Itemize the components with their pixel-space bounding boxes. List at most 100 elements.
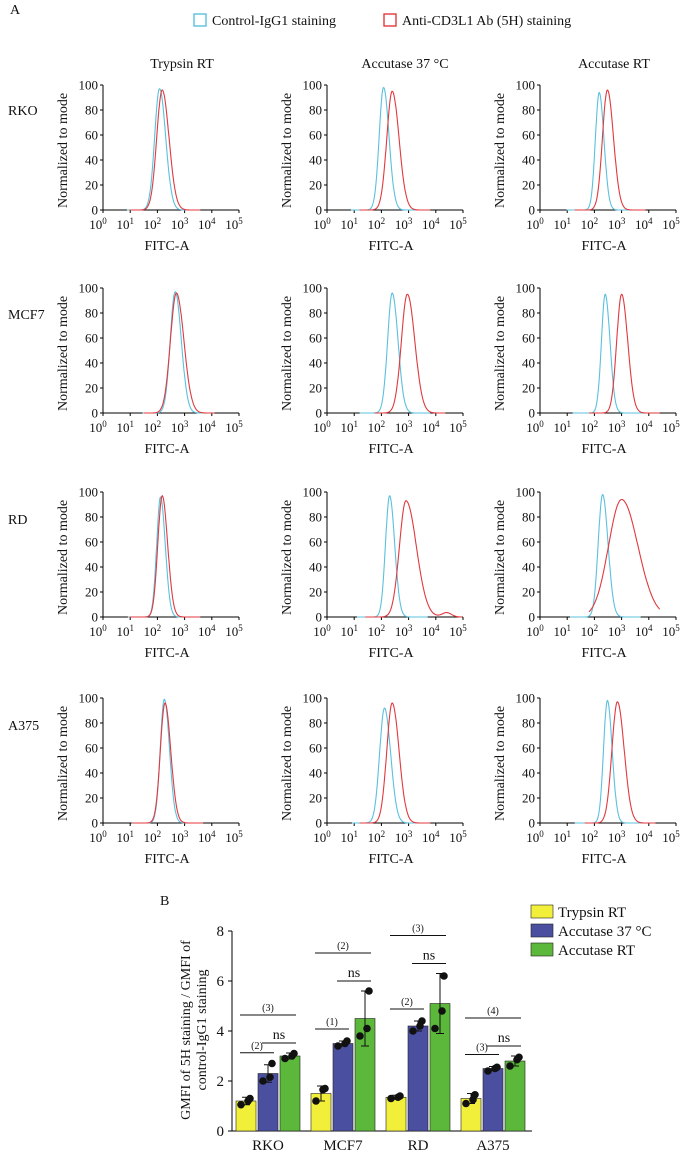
y-axis-label: Normalized to mode	[493, 706, 508, 821]
significance-label: (4)	[487, 1006, 499, 1017]
x-tick-label: 102	[368, 829, 386, 845]
anti-cd3l1-histogram	[584, 701, 656, 824]
histogram-a375-trypsin-rt: 0 20 40 60 80 100 100 101 102 103 104 105 FITC-A Norm…	[56, 691, 243, 868]
x-tick-label: 105	[225, 829, 243, 845]
y-axis-label: Normalized to mode	[56, 93, 71, 208]
anti-cd3l1-histogram	[129, 89, 201, 211]
significance-label: (3)	[412, 924, 424, 935]
y-tick-label: 40	[522, 766, 535, 781]
y-tick-label: 100	[516, 281, 536, 296]
x-tick-label: 103	[171, 419, 189, 435]
y-axis-label: Normalized to mode	[493, 296, 508, 411]
significance-label: ns	[498, 1031, 510, 1046]
bar-accutase-rt	[504, 1060, 526, 1132]
y-tick-label: 40	[309, 153, 322, 168]
x-axis-label: FITC-A	[144, 239, 190, 254]
anti-cd3l1-histogram	[129, 495, 201, 618]
y-tick-label: 80	[309, 306, 322, 321]
x-tick-label: 101	[553, 623, 571, 639]
y-tick-label: 20	[309, 381, 322, 396]
anti-cd3l1-histogram	[365, 500, 463, 618]
y-tick-label: 60	[522, 741, 535, 756]
x-tick-label: 101	[116, 829, 134, 845]
y-tick-label: 20	[309, 178, 322, 193]
anti-cd3l1-histogram	[589, 293, 660, 414]
x-tick-label: 101	[340, 623, 358, 639]
y-tick-label: 100	[303, 78, 323, 93]
data-point	[515, 1053, 523, 1062]
x-tick-label: 104	[198, 829, 216, 845]
control-histogram	[351, 707, 423, 824]
x-tick-label: 101	[340, 829, 358, 845]
x-tick-label: 104	[635, 829, 653, 845]
bar-y-tick-label: 2	[217, 1074, 225, 1090]
x-tick-label: 105	[449, 623, 467, 639]
y-tick-label: 60	[309, 128, 322, 143]
x-axis-label: FITC-A	[144, 442, 190, 457]
x-axis-label: FITC-A	[581, 852, 627, 867]
histogram-mcf7-accutase-rt: 0 20 40 60 80 100 100 101 102 103 104 105 FITC-A Norm…	[493, 281, 680, 458]
x-tick-label: 100	[526, 829, 544, 845]
x-tick-label: 101	[116, 216, 134, 232]
x-axis-label: FITC-A	[581, 239, 627, 254]
anti-cd3l1-histogram	[359, 702, 431, 824]
x-tick-label: 100	[526, 419, 544, 435]
data-point	[396, 1092, 404, 1100]
x-tick-label: 100	[89, 829, 107, 845]
x-tick-label: 104	[635, 419, 653, 435]
x-tick-label: 102	[581, 419, 599, 435]
data-point	[409, 1027, 417, 1035]
significance-label: (2)	[251, 1041, 263, 1052]
data-point	[462, 1099, 470, 1108]
histogram-rko-trypsin-rt: 0 20 40 60 80 100 100 101 102 103 104 105 FITC-A Norm…	[56, 78, 243, 255]
anti-cd3l1-histogram	[143, 292, 215, 414]
y-axis-label: Normalized to mode	[280, 296, 295, 411]
bar-category-label: RKO	[252, 1138, 284, 1154]
y-tick-label: 80	[85, 103, 98, 118]
x-tick-label: 105	[449, 419, 467, 435]
control-histogram	[359, 292, 431, 414]
x-axis-label: FITC-A	[581, 442, 627, 457]
x-tick-label: 104	[198, 216, 216, 232]
column-title-accutase-37: Accutase 37 °C	[361, 57, 448, 72]
x-tick-label: 105	[225, 419, 243, 435]
x-tick-label: 100	[313, 419, 331, 435]
bar-trypsin-rt	[385, 1096, 407, 1132]
bar-legend: Trypsin RT Accutase 37 °C Accutase RT	[530, 904, 651, 959]
histogram-a375-accutase-rt: 0 20 40 60 80 100 100 101 102 103 104 105 FITC-A Norm…	[493, 691, 680, 868]
bar-y-tick-label: 6	[217, 974, 225, 990]
bar-y-axis-label: GMFI of 5H staining / GMFI ofcontrol-IgG…	[179, 940, 210, 1120]
x-tick-label: 103	[608, 623, 626, 639]
bar-group-rd: RD (2) ns (3)	[385, 924, 451, 1154]
x-axis-label: FITC-A	[144, 852, 190, 867]
legend-a-anti-label: Anti-CD3L1 Ab (5H) staining	[402, 14, 571, 29]
y-tick-label: 40	[522, 560, 535, 575]
x-tick-label: 104	[198, 623, 216, 639]
significance-label: ns	[348, 966, 360, 981]
y-tick-label: 100	[516, 485, 536, 500]
control-histogram	[126, 88, 198, 211]
histogram-a375-accutase-37-c: 0 20 40 60 80 100 100 101 102 103 104 105 FITC-A Norm…	[280, 691, 467, 868]
y-tick-label: 0	[316, 406, 323, 421]
y-axis-label: Normalized to mode	[56, 706, 71, 821]
bar-chart-gmfi: 0 2 4 6 8 GMFI of 5H staining / GMFI ofcontro…	[179, 904, 651, 1154]
y-axis-label: Normalized to mode	[280, 93, 295, 208]
y-tick-label: 0	[529, 610, 536, 625]
legend-a: Control-IgG1 staining Anti-CD3L1 Ab (5H)…	[193, 13, 571, 29]
x-tick-label: 103	[608, 419, 626, 435]
x-tick-label: 104	[422, 829, 440, 845]
x-axis-label: FITC-A	[144, 646, 190, 661]
x-tick-label: 100	[89, 216, 107, 232]
y-tick-label: 80	[522, 510, 535, 525]
histogram-mcf7-trypsin-rt: 0 20 40 60 80 100 100 101 102 103 104 105 FITC-A Norm…	[56, 281, 243, 458]
x-tick-label: 103	[171, 829, 189, 845]
data-point	[356, 1032, 364, 1040]
legend-a-control-label: Control-IgG1 staining	[212, 14, 336, 29]
y-tick-label: 100	[516, 691, 536, 706]
y-tick-label: 60	[309, 535, 322, 550]
x-tick-label: 105	[662, 419, 680, 435]
data-point	[493, 1063, 501, 1072]
control-histogram	[127, 496, 199, 618]
y-tick-label: 80	[309, 103, 322, 118]
